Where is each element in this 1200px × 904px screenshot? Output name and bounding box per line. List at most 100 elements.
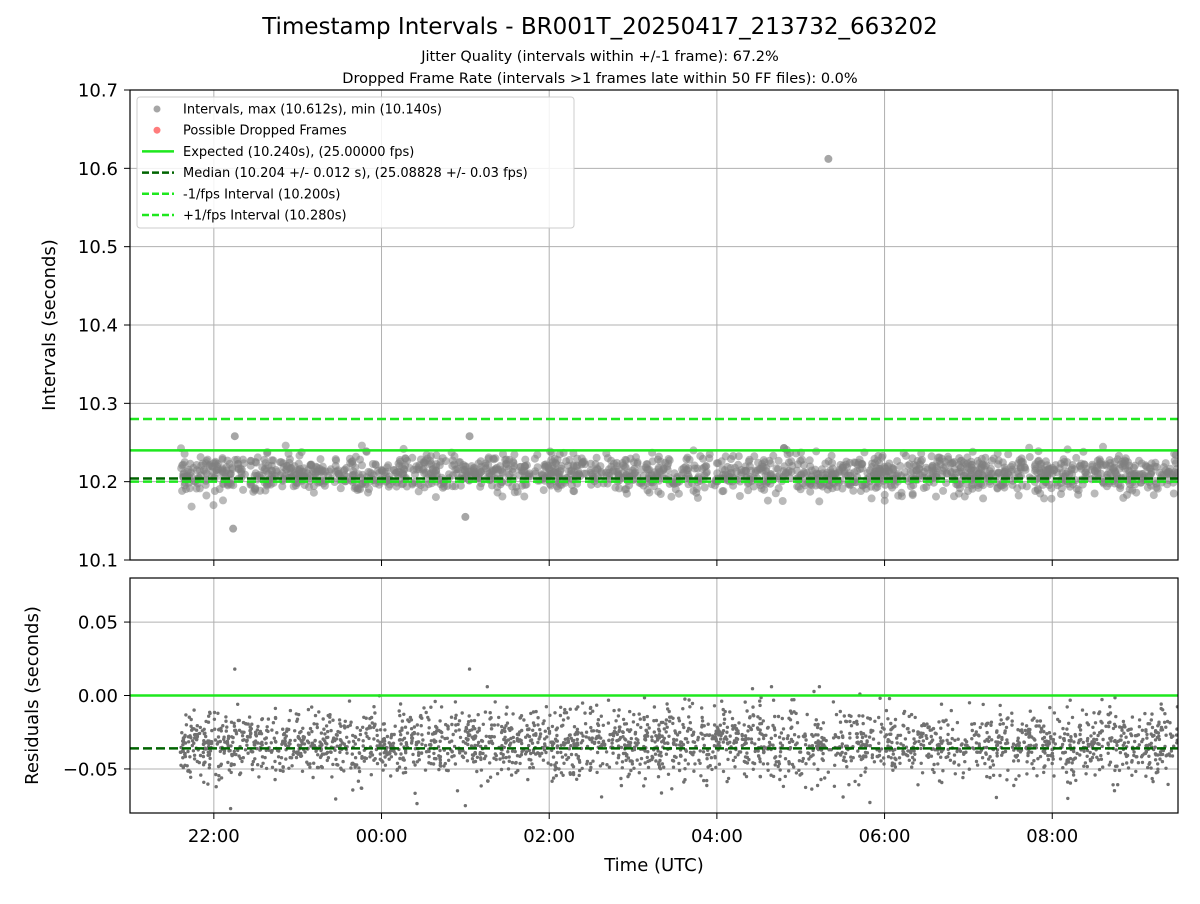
residual-point bbox=[924, 734, 928, 738]
residual-point bbox=[432, 730, 437, 735]
residual-point bbox=[1156, 762, 1160, 766]
residual-point bbox=[454, 729, 458, 733]
residual-point bbox=[798, 750, 803, 754]
residual-point bbox=[499, 751, 503, 756]
residual-point bbox=[998, 773, 1002, 778]
residual-point bbox=[789, 737, 794, 742]
residual-point bbox=[531, 728, 535, 732]
interval-point bbox=[712, 459, 721, 468]
residual-point bbox=[543, 744, 547, 748]
residual-point bbox=[690, 701, 695, 706]
residual-point bbox=[633, 745, 637, 749]
residual-point bbox=[929, 734, 933, 739]
residual-point bbox=[562, 743, 566, 747]
residual-point bbox=[575, 737, 579, 742]
residual-point bbox=[316, 753, 320, 757]
residual-point bbox=[650, 735, 654, 739]
residual-point bbox=[1031, 766, 1036, 771]
interval-point bbox=[812, 469, 821, 478]
residual-point bbox=[667, 734, 671, 738]
residual-point bbox=[213, 727, 217, 731]
residual-point bbox=[1100, 729, 1104, 733]
residual-point bbox=[181, 737, 186, 742]
residual-point bbox=[518, 716, 522, 720]
residual-point bbox=[411, 732, 415, 736]
residual-point bbox=[218, 749, 222, 754]
residual-point bbox=[687, 726, 691, 731]
residual-point bbox=[660, 734, 664, 738]
residual-point bbox=[958, 749, 963, 753]
residual-point bbox=[751, 713, 755, 717]
residual-point bbox=[488, 761, 492, 765]
residual-point bbox=[746, 729, 750, 733]
residual-point bbox=[758, 703, 762, 708]
interval-point bbox=[435, 461, 444, 470]
residual-point bbox=[633, 730, 638, 735]
residual-point bbox=[1132, 750, 1136, 754]
residual-point bbox=[1150, 776, 1154, 781]
residual-point bbox=[1052, 711, 1057, 715]
residual-point bbox=[681, 707, 685, 711]
residual-point bbox=[984, 751, 988, 755]
residual-point bbox=[1149, 718, 1154, 722]
residual-point bbox=[1093, 773, 1097, 777]
residual-point bbox=[692, 730, 696, 734]
interval-point bbox=[510, 450, 519, 459]
residual-point bbox=[721, 729, 726, 733]
residual-point bbox=[388, 749, 393, 753]
residual-point bbox=[879, 759, 883, 763]
residual-point bbox=[488, 711, 492, 715]
residual-point bbox=[677, 768, 682, 773]
residual-point bbox=[229, 744, 233, 748]
residual-point bbox=[868, 744, 872, 748]
interval-point bbox=[441, 457, 450, 466]
residual-point bbox=[195, 734, 200, 739]
residual-point bbox=[350, 752, 354, 756]
residual-point bbox=[489, 716, 493, 720]
residual-point bbox=[1112, 722, 1117, 726]
residual-point bbox=[1012, 783, 1016, 788]
interval-point bbox=[596, 462, 605, 471]
residual-point bbox=[308, 765, 312, 769]
residual-point bbox=[233, 728, 238, 732]
residual-point bbox=[856, 740, 860, 744]
residual-point bbox=[701, 737, 705, 741]
residual-point bbox=[566, 755, 571, 760]
interval-point bbox=[592, 453, 601, 462]
interval-point bbox=[581, 469, 590, 478]
residual-point bbox=[502, 745, 506, 750]
interval-point bbox=[643, 465, 652, 474]
residual-point bbox=[1067, 721, 1071, 725]
residual-point bbox=[287, 766, 291, 770]
residual-point bbox=[532, 723, 537, 728]
residual-point bbox=[808, 755, 813, 759]
residual-point bbox=[461, 755, 466, 760]
residual-point bbox=[1121, 719, 1126, 724]
residual-point bbox=[747, 724, 751, 729]
residual-point bbox=[737, 750, 741, 754]
residual-point bbox=[264, 741, 268, 745]
residual-point bbox=[710, 767, 714, 772]
residual-point bbox=[642, 784, 646, 788]
residual-point bbox=[219, 763, 223, 768]
residual-point bbox=[333, 748, 337, 752]
residual-point bbox=[713, 735, 718, 739]
residual-point bbox=[714, 739, 719, 743]
xtick-label-2: 02:00 bbox=[523, 826, 575, 847]
interval-point bbox=[654, 452, 663, 461]
residual-point bbox=[624, 738, 628, 742]
residual-point bbox=[787, 769, 791, 773]
residual-point bbox=[899, 742, 903, 746]
residual-point bbox=[895, 736, 899, 740]
residual-point bbox=[887, 739, 891, 743]
interval-point bbox=[825, 481, 834, 490]
residual-point bbox=[790, 762, 795, 767]
residual-point bbox=[575, 741, 579, 745]
residual-point bbox=[1153, 758, 1158, 762]
residual-point bbox=[402, 736, 407, 740]
interval-point bbox=[239, 459, 248, 468]
residual-point bbox=[614, 719, 618, 723]
residual-point bbox=[1175, 741, 1178, 745]
residual-point bbox=[690, 733, 694, 737]
residual-point bbox=[1147, 754, 1151, 758]
